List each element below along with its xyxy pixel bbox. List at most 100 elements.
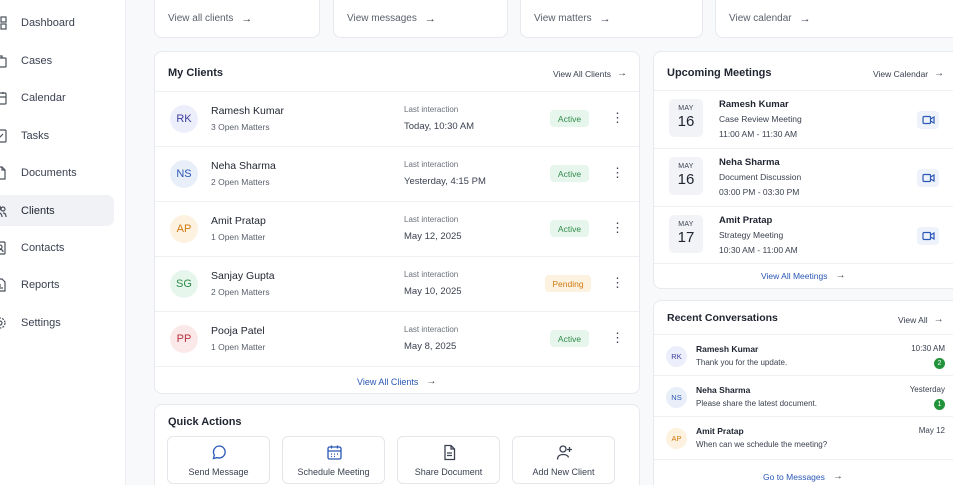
more-options-icon[interactable]: ⋮ — [611, 330, 624, 345]
link-label: View matters — [534, 13, 592, 24]
avatar: NS — [666, 387, 687, 408]
link-label: View All Meetings — [761, 270, 828, 281]
client-row[interactable]: AP Amit Pratap 1 Open Matter Last intera… — [155, 201, 639, 256]
avatar: RK — [666, 346, 687, 367]
sidebar-item-clients[interactable]: Clients — [0, 195, 114, 226]
status-badge: Active — [550, 330, 589, 347]
more-options-icon[interactable]: ⋮ — [611, 165, 624, 180]
link-label: Go to Messages — [763, 471, 825, 482]
client-row[interactable]: PP Pooja Patel 1 Open Matter Last intera… — [155, 311, 639, 366]
more-options-icon[interactable]: ⋮ — [611, 220, 624, 235]
more-options-icon[interactable]: ⋮ — [611, 110, 624, 125]
my-clients-card: My Clients View All Clients → RK Ramesh K… — [154, 51, 640, 394]
client-name: Pooja Patel — [211, 325, 265, 337]
sidebar-item-calendar[interactable]: Calendar — [0, 82, 114, 113]
recent-conversations-title: Recent Conversations — [667, 312, 778, 324]
users-icon — [0, 205, 7, 218]
conversation-item[interactable]: NS Neha Sharma Please share the latest d… — [654, 375, 953, 416]
schedule-meeting-label: Schedule Meeting — [297, 467, 370, 477]
sidebar-item-contacts[interactable]: Contacts — [0, 232, 114, 263]
video-call-button[interactable] — [917, 111, 939, 129]
meeting-date: MAY 17 — [669, 215, 703, 253]
conversation-name: Amit Pratap — [696, 426, 744, 436]
status-badge: Active — [550, 220, 589, 237]
last-interaction-label: Last interaction — [404, 160, 459, 169]
conversation-item[interactable]: RK Ramesh Kumar Thank you for the update… — [654, 334, 953, 375]
arrow-right-icon: → — [835, 270, 846, 281]
document-icon — [444, 444, 456, 461]
checkbox-icon — [0, 129, 7, 143]
briefcase-icon — [0, 55, 7, 68]
arrow-right-icon: → — [599, 12, 611, 25]
more-options-icon[interactable]: ⋮ — [611, 275, 624, 290]
last-interaction-value: May 10, 2025 — [404, 286, 462, 297]
avatar: AP — [170, 215, 198, 243]
avatar: AP — [666, 428, 687, 449]
meeting-item[interactable]: MAY 16 Ramesh Kumar Case Review Meeting … — [654, 90, 953, 148]
client-matters: 2 Open Matters — [211, 177, 270, 187]
view-calendar-link[interactable]: View calendar → — [715, 0, 953, 38]
client-name: Sanjay Gupta — [211, 270, 275, 282]
meeting-client-name: Amit Pratap — [719, 215, 773, 226]
share-document-label: Share Document — [414, 467, 483, 477]
gear-icon — [0, 317, 6, 329]
meeting-item[interactable]: MAY 17 Amit Pratap Strategy Meeting 10:3… — [654, 206, 953, 264]
arrow-right-icon: → — [832, 471, 843, 482]
schedule-meeting-button[interactable]: Schedule Meeting — [282, 436, 385, 484]
divider — [654, 459, 953, 460]
view-all-clients-link[interactable]: View all clients → — [154, 0, 320, 38]
add-new-client-button[interactable]: Add New Client — [512, 436, 615, 484]
client-row[interactable]: SG Sanjay Gupta 2 Open Matters Last inte… — [155, 256, 639, 311]
client-row[interactable]: NS Neha Sharma 2 Open Matters Last inter… — [155, 146, 639, 201]
client-matters: 3 Open Matters — [211, 122, 270, 132]
sidebar-item-label: Tasks — [21, 129, 50, 142]
last-interaction-value: May 12, 2025 — [404, 231, 462, 242]
view-all-clients-footer-link[interactable]: View All Clients → — [357, 376, 436, 387]
link-label: View All Clients — [553, 68, 611, 79]
view-messages-link[interactable]: View messages → — [333, 0, 508, 38]
conversation-item[interactable]: AP Amit Pratap When can we schedule the … — [654, 416, 953, 457]
my-clients-title: My Clients — [168, 67, 224, 79]
chat-bubble-icon — [212, 445, 226, 460]
meeting-title: Case Review Meeting — [719, 114, 802, 124]
avatar: RK — [170, 105, 198, 133]
video-call-button[interactable] — [917, 227, 939, 245]
sidebar-item-reports[interactable]: Reports — [0, 269, 114, 300]
send-message-button[interactable]: Send Message — [167, 436, 270, 484]
view-calendar-header-link[interactable]: View Calendar → — [873, 68, 944, 79]
sidebar-item-dashboard[interactable]: Dashboard — [0, 7, 114, 38]
conversation-message: Thank you for the update. — [696, 358, 788, 367]
upcoming-meetings-title: Upcoming Meetings — [667, 67, 772, 79]
link-label: View calendar — [729, 13, 792, 24]
meeting-title: Document Discussion — [719, 172, 802, 182]
client-row[interactable]: RK Ramesh Kumar 3 Open Matters Last inte… — [155, 91, 639, 146]
sidebar-item-label: Cases — [21, 54, 53, 67]
conversation-time: May 12 — [918, 426, 945, 435]
sidebar-item-documents[interactable]: Documents — [0, 157, 114, 188]
go-to-messages-link[interactable]: Go to Messages → — [763, 471, 843, 482]
video-call-button[interactable] — [917, 169, 939, 187]
meeting-item[interactable]: MAY 16 Neha Sharma Document Discussion 0… — [654, 148, 953, 206]
conversation-message: Please share the latest document. — [696, 399, 817, 408]
sidebar-item-cases[interactable]: Cases — [0, 45, 114, 76]
sidebar-item-settings[interactable]: Settings — [0, 307, 114, 338]
conversation-time: 10:30 AM — [911, 344, 945, 353]
view-matters-link[interactable]: View matters → — [520, 0, 703, 38]
status-badge: Active — [550, 165, 589, 182]
share-document-button[interactable]: Share Document — [397, 436, 500, 484]
send-message-label: Send Message — [188, 467, 249, 477]
add-new-client-label: Add New Client — [532, 467, 595, 477]
client-matters: 1 Open Matter — [211, 342, 266, 352]
view-all-clients-header-link[interactable]: View All Clients → — [553, 68, 627, 79]
sidebar-item-tasks[interactable]: Tasks — [0, 120, 114, 151]
arrow-right-icon: → — [241, 12, 253, 25]
recent-conversations-card: Recent Conversations View All → RK Ramesh… — [653, 300, 953, 485]
view-all-conversations-link[interactable]: View All → — [898, 314, 944, 325]
last-interaction-label: Last interaction — [404, 325, 459, 334]
quick-actions-card: Quick Actions Send Message Schedule Meet… — [154, 404, 640, 485]
view-all-meetings-link[interactable]: View All Meetings → — [761, 270, 845, 281]
last-interaction-value: May 8, 2025 — [404, 341, 457, 352]
sidebar-item-label: Reports — [21, 278, 60, 291]
client-matters: 1 Open Matter — [211, 232, 266, 242]
conversation-message: When can we schedule the meeting? — [696, 440, 828, 449]
